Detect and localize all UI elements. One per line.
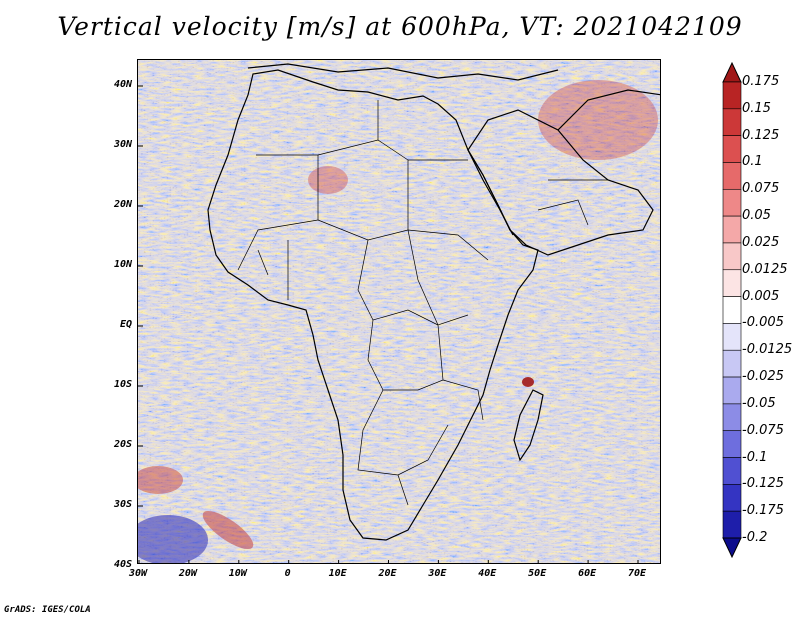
colorbar-swatch [722,188,742,217]
colorbar-label: 0.005 [742,288,780,304]
colorbar-swatch [722,323,742,351]
colorbar-swatch [722,162,742,190]
southwest-red-band [138,466,183,494]
colorbar-label: 0.025 [742,234,780,250]
country-borders [237,100,608,506]
colorbar-swatch [722,81,742,110]
madagascar-red-spot [522,377,534,387]
lat-label: 30N [113,139,132,150]
lat-label: 20S [113,439,132,450]
lon-label: 10W [228,568,247,579]
colorbar-label: -0.0125 [742,342,793,358]
lon-label: 50E [528,568,547,579]
colorbar-label: -0.175 [742,503,784,519]
colorbar-label: 0.05 [742,208,771,224]
lon-label: 70E [627,568,647,579]
lat-label: EQ [119,319,132,330]
colorbar-swatch [722,242,742,271]
southwest-blue-patch [138,515,208,563]
lon-label: 20E [378,568,397,579]
madagascar-coastline [513,389,544,462]
lon-label: 40E [478,568,497,579]
vertical-velocity-map [137,59,661,564]
lon-label: 10E [328,568,347,579]
colorbar-label: 0.1 [742,154,763,170]
colorbar-label: -0.005 [742,315,784,331]
colorbar-swatch [722,430,742,458]
colorbar-label: 0.15 [742,100,771,116]
lon-label: 30E [428,568,447,579]
lon-label: 0 [284,568,291,579]
colorbar-label: -0.1 [742,449,768,465]
colorbar-label: -0.025 [742,369,784,385]
africa-coastline [207,69,539,541]
lat-label: 20N [113,199,132,210]
colorbar-label: -0.2 [742,530,768,545]
lon-label: 30W [128,568,148,579]
colorbar-max-arrow [722,62,742,83]
red-sea-outline [467,149,514,236]
lon-label: 60E [578,568,597,579]
axis-ticks [138,85,639,563]
southwest-red-streak [202,510,254,550]
colorbar-swatch [722,457,742,485]
colorbar-swatch [722,135,742,163]
colorbar-label: 0.0125 [742,261,788,277]
iran-red-patch [538,80,658,160]
colorbar-swatch [722,349,742,378]
colorbar-swatch [722,484,742,512]
colorbar-label: 0.175 [742,74,780,89]
colorbar-swatch [722,296,742,324]
colorbar-label: -0.125 [742,476,784,492]
colorbar-swatch [722,403,742,432]
sahara-red-patch [308,166,348,194]
lat-label: 10N [113,259,132,270]
lat-label: 30S [113,499,132,510]
colorbar-swatch [722,510,742,539]
colorbar-swatch [722,269,742,297]
colorbar-label: 0.125 [742,127,780,143]
colorbar-label: -0.075 [742,422,784,438]
colorbar-swatch [722,108,742,136]
mediterranean-north [247,63,559,81]
lat-label: 40S [113,559,132,570]
map-title: Vertical velocity [m/s] at 600hPa, VT: 2… [57,12,743,41]
colorbar-swatch [722,215,742,244]
map-plot [138,60,660,563]
colorbar-label: 0.075 [742,181,780,197]
colorbar-label: -0.05 [742,395,776,411]
iran-coast [557,89,660,131]
lat-label: 10S [113,379,132,390]
colorbar-min-arrow [722,537,742,558]
field-streaks [138,60,660,563]
colorbar [722,62,742,558]
coastlines [207,63,660,541]
colorbar-swatch [722,376,742,405]
lon-label: 20W [178,568,197,579]
lat-label: 40N [113,79,132,90]
footer-credit: GrADS: IGES/COLA [4,605,91,615]
